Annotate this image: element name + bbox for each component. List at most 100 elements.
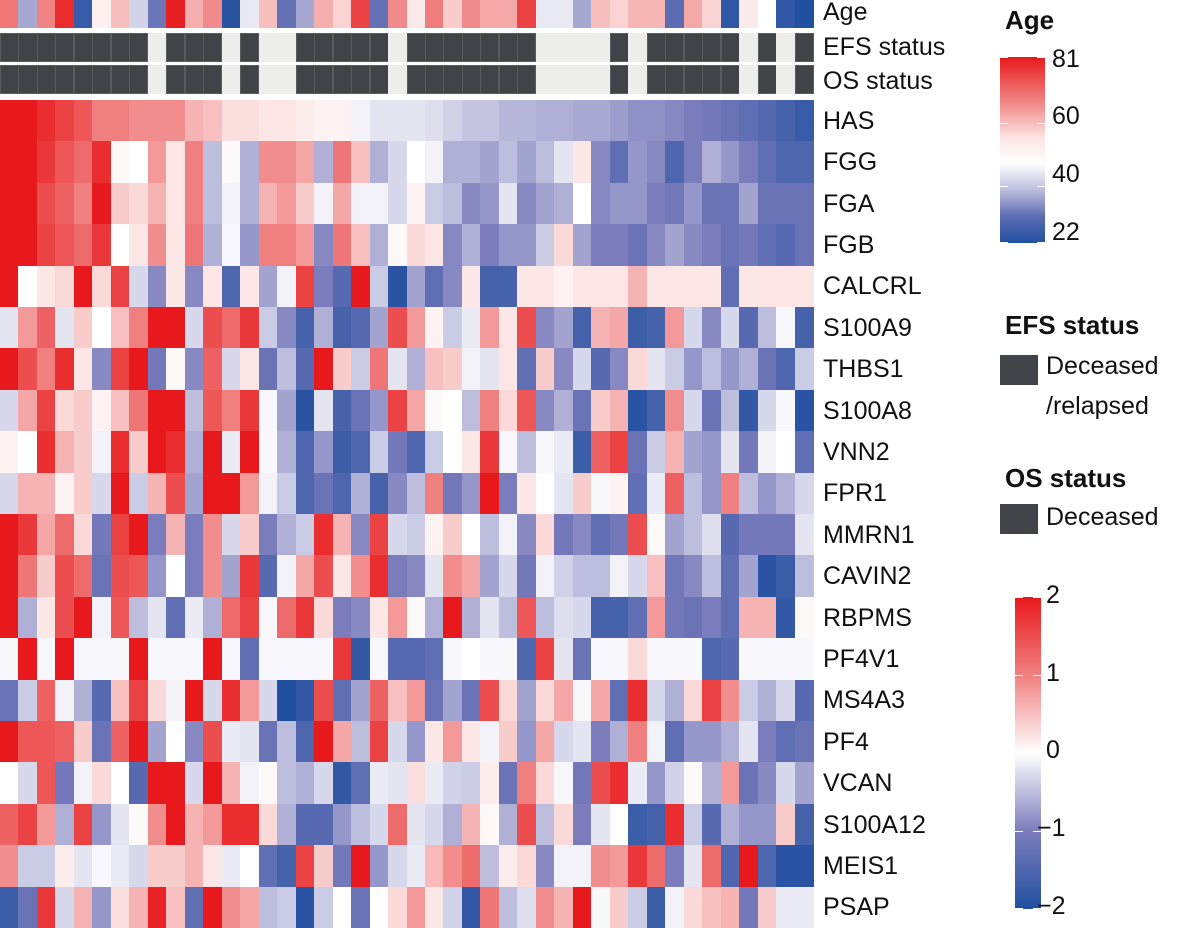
gene-row-label: MMRN1	[823, 520, 915, 549]
expression-cell	[443, 472, 463, 515]
expression-cell	[18, 265, 38, 308]
expression-cell	[73, 389, 93, 432]
expression-cell	[240, 348, 260, 391]
expression-cell	[757, 762, 777, 805]
expression-cell	[535, 762, 555, 805]
gene-row-label: FGG	[823, 148, 878, 177]
expression-cell	[277, 307, 297, 349]
expression-cell	[92, 431, 112, 474]
expression-cell	[665, 348, 685, 391]
expression-cell	[295, 679, 315, 722]
expression-cell	[166, 431, 186, 474]
expression-cell	[683, 886, 703, 928]
expression-cell	[166, 596, 186, 639]
expression-cell	[702, 182, 722, 225]
expression-cell	[332, 182, 352, 225]
expression-cell	[609, 431, 629, 474]
expression-cell	[683, 141, 703, 184]
age-cell	[720, 0, 740, 28]
expression-cell	[166, 100, 186, 142]
expression-cell	[147, 886, 167, 928]
expression-cell	[757, 182, 777, 225]
expression-cell	[572, 596, 592, 639]
expression-cell	[739, 803, 759, 846]
expression-cell	[498, 721, 518, 763]
expression-cell	[110, 762, 130, 805]
expression-cell	[369, 555, 389, 598]
expression-cell	[36, 224, 57, 267]
expression-cell	[184, 803, 204, 846]
expression-cell	[203, 638, 223, 681]
expression-cell	[18, 679, 38, 722]
expression-cell	[184, 141, 204, 184]
expression-cell	[0, 886, 20, 928]
age-cell	[0, 0, 20, 28]
expression-cell	[665, 886, 685, 928]
expression-cell	[646, 100, 666, 142]
expression-cell	[424, 679, 445, 722]
expression-cell	[295, 886, 315, 928]
expression-cell	[517, 638, 537, 681]
gene-row-label: THBS1	[823, 355, 904, 384]
expression-cell	[258, 348, 278, 391]
expression-cell	[221, 886, 241, 928]
expression-cell	[461, 100, 481, 142]
expression-cell	[443, 638, 463, 681]
expression-cell	[351, 638, 371, 681]
expression-cell	[240, 389, 260, 432]
expression-cell	[517, 514, 537, 556]
expression-cell	[221, 307, 241, 349]
expression-cell	[480, 679, 500, 722]
expression-cell	[609, 721, 629, 763]
expression-cell	[129, 389, 149, 432]
expression-cell	[609, 845, 629, 888]
expression-cell	[388, 762, 408, 805]
age-tick: 40	[1052, 160, 1080, 188]
expression-cell	[739, 389, 759, 432]
expression-cell	[794, 596, 814, 639]
expression-cell	[55, 886, 75, 928]
expression-cell	[55, 472, 75, 515]
expression-cell	[314, 886, 334, 928]
expression-cell	[628, 141, 648, 184]
expression-cell	[36, 721, 57, 763]
expression-cell	[277, 431, 297, 474]
expression-cell	[36, 389, 57, 432]
expression-cell	[0, 348, 20, 391]
gene-row-label: PF4V1	[823, 644, 900, 673]
expression-cell	[0, 555, 20, 598]
expression-cell	[129, 886, 149, 928]
os-status-cell	[147, 65, 167, 94]
expression-cell	[572, 886, 592, 928]
expression-cell	[0, 224, 20, 267]
expression-cell	[443, 307, 463, 349]
expression-cell	[258, 182, 278, 225]
expression-cell	[221, 721, 241, 763]
age-legend-title: Age	[1005, 5, 1055, 35]
expression-cell	[203, 472, 223, 515]
expression-cell	[203, 431, 223, 474]
expression-cell	[609, 182, 629, 225]
expression-cell	[36, 265, 57, 308]
expression-cell	[794, 514, 814, 556]
expression-cell	[443, 348, 463, 391]
expression-cell	[665, 307, 685, 349]
expression-cell	[665, 555, 685, 598]
expression-cell	[406, 721, 426, 763]
expression-tick: −2	[1037, 892, 1066, 920]
expression-cell	[794, 100, 814, 142]
expression-cell	[240, 307, 260, 349]
expression-cell	[18, 886, 38, 928]
expression-cell	[757, 224, 777, 267]
expression-cell	[702, 514, 722, 556]
expression-cell	[129, 721, 149, 763]
expression-cell	[535, 389, 555, 432]
expression-cell	[443, 224, 463, 267]
expression-cell	[55, 389, 75, 432]
expression-cell	[572, 348, 592, 391]
expression-cell	[277, 265, 297, 308]
expression-cell	[332, 514, 352, 556]
expression-cell	[221, 679, 241, 722]
efs-status-cell	[258, 33, 278, 62]
expression-cell	[147, 141, 167, 184]
